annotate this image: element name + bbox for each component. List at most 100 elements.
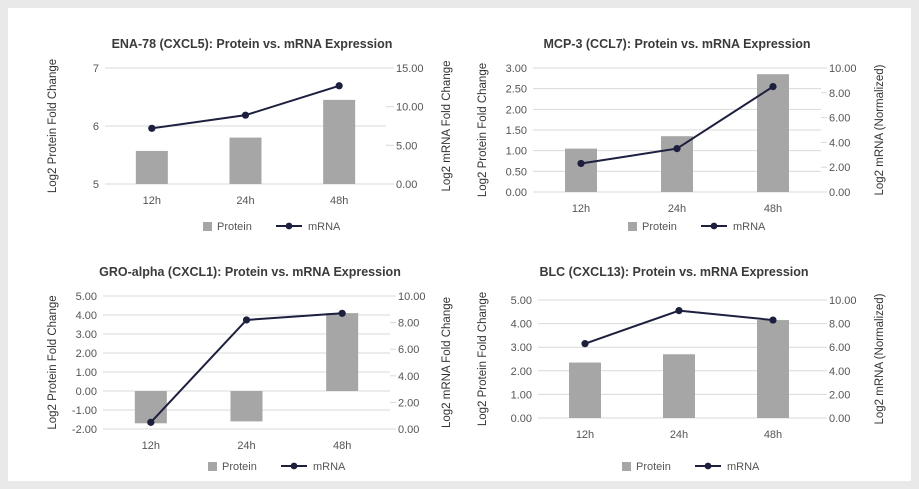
chart-title: GRO-alpha (CXCL1): Protein vs. mRNA Expr… — [99, 265, 401, 279]
mrna-point-12h — [581, 340, 589, 348]
legend-bar-swatch — [622, 462, 631, 471]
mrna-point-24h — [242, 316, 251, 324]
charts-canvas: ENA-78 (CXCL5): Protein vs. mRNA Express… — [47, 37, 886, 473]
y-tick-label: 1.00 — [511, 389, 532, 401]
y-tick-label: 0.00 — [76, 386, 97, 398]
y2-tick-label: 10.00 — [829, 63, 857, 75]
y-tick-label: -1.00 — [72, 405, 97, 417]
legend-label-protein: Protein — [217, 221, 252, 233]
y-tick-label: 3.00 — [76, 329, 97, 341]
y-tick-label: 0.00 — [506, 187, 527, 199]
y-axis-label: Log2 Protein Fold Change — [477, 63, 489, 197]
y2-axis-label: Log2 mRNA Fold Change — [441, 60, 453, 191]
legend-bar-swatch — [203, 222, 212, 231]
bar-24h — [661, 136, 693, 192]
y-tick-label: 2.00 — [506, 104, 527, 116]
y2-axis-label: Log2 mRNA (Normalized) — [874, 64, 886, 195]
x-tick-label: 48h — [764, 429, 782, 441]
legend-label-mrna: mRNA — [308, 221, 341, 233]
bar-24h — [229, 137, 262, 184]
y-tick-label: -2.00 — [72, 424, 97, 436]
y2-tick-label: 8.00 — [829, 88, 850, 100]
legend-bar-swatch — [628, 222, 637, 231]
mrna-point-12h — [147, 418, 155, 426]
mrna-point-12h — [148, 124, 156, 132]
y2-tick-label: 4.00 — [829, 137, 850, 149]
bar-12h — [135, 150, 168, 184]
y-tick-label: 0.50 — [506, 166, 527, 178]
bar-48h — [757, 74, 789, 192]
y2-tick-label: 6.00 — [829, 113, 850, 125]
x-tick-label: 12h — [576, 429, 594, 441]
x-tick-label: 12h — [572, 203, 590, 215]
y-tick-label: 1.00 — [76, 367, 97, 379]
y-tick-label: 3.00 — [511, 342, 532, 354]
mrna-line — [584, 309, 774, 345]
legend-line-marker — [290, 462, 298, 470]
bar-24h — [663, 354, 695, 418]
y2-axis-label: Log2 mRNA Fold Change — [441, 297, 453, 428]
legend-label-protein: Protein — [636, 461, 671, 473]
x-tick-label: 48h — [333, 440, 351, 452]
bar-12h — [134, 391, 167, 424]
mrna-point-24h — [673, 145, 681, 153]
y-tick-label: 6 — [93, 121, 99, 133]
chart-title: MCP-3 (CCL7): Protein vs. mRNA Expressio… — [544, 37, 811, 51]
legend-line-marker — [285, 222, 293, 230]
y-axis-label: Log2 Protein Fold Change — [477, 292, 489, 426]
legend-label-mrna: mRNA — [733, 221, 766, 233]
y2-tick-label: 4.00 — [829, 366, 850, 378]
legend-line-marker — [710, 222, 718, 230]
y-tick-label: 3.00 — [506, 63, 527, 75]
chart-title: BLC (CXCL13): Protein vs. mRNA Expressio… — [539, 265, 808, 279]
mrna-point-48h — [335, 82, 343, 90]
y-tick-label: 4.00 — [76, 310, 97, 322]
y2-tick-label: 15.00 — [396, 63, 424, 75]
legend-line-marker — [704, 462, 712, 470]
mrna-point-24h — [675, 307, 683, 315]
y-axis-label: Log2 Protein Fold Change — [47, 59, 59, 193]
y2-tick-label: 5.00 — [396, 140, 417, 152]
bar-48h — [757, 320, 789, 418]
y-tick-label: 1.00 — [506, 146, 527, 158]
y-tick-label: 2.00 — [76, 348, 97, 360]
legend-label-protein: Protein — [642, 221, 677, 233]
y-tick-label: 7 — [93, 63, 99, 75]
bar-48h — [323, 99, 356, 184]
bar-48h — [326, 313, 359, 391]
y2-tick-label: 10.00 — [396, 102, 424, 114]
y2-tick-label: 6.00 — [829, 342, 850, 354]
y-tick-label: 1.50 — [506, 125, 527, 137]
y-tick-label: 5.00 — [76, 291, 97, 303]
mrna-point-48h — [769, 316, 777, 324]
legend-label-mrna: mRNA — [727, 461, 760, 473]
y2-tick-label: 10.00 — [829, 295, 857, 307]
y-tick-label: 5 — [93, 179, 99, 191]
y2-tick-label: 0.00 — [396, 179, 417, 191]
x-tick-label: 48h — [330, 195, 348, 207]
y2-tick-label: 0.00 — [829, 187, 850, 199]
y2-tick-label: 6.00 — [398, 344, 419, 356]
y-tick-label: 0.00 — [511, 413, 532, 425]
x-tick-label: 48h — [764, 203, 782, 215]
y2-tick-label: 0.00 — [398, 424, 419, 436]
y-tick-label: 5.00 — [511, 295, 532, 307]
x-tick-label: 12h — [143, 195, 161, 207]
mrna-line — [151, 84, 340, 130]
y-tick-label: 4.00 — [511, 319, 532, 331]
y-tick-label: 2.00 — [511, 366, 532, 378]
legend-label-protein: Protein — [222, 461, 257, 473]
y2-tick-label: 2.00 — [398, 397, 419, 409]
y2-tick-label: 10.00 — [398, 291, 426, 303]
x-tick-label: 24h — [670, 429, 688, 441]
y2-tick-label: 2.00 — [829, 162, 850, 174]
bar-12h — [569, 362, 601, 418]
mrna-point-48h — [338, 309, 346, 317]
y2-tick-label: 0.00 — [829, 413, 850, 425]
y2-tick-label: 4.00 — [398, 371, 419, 383]
mrna-point-24h — [241, 111, 250, 119]
x-tick-label: 12h — [142, 440, 160, 452]
legend-label-mrna: mRNA — [313, 461, 346, 473]
mrna-point-12h — [577, 159, 585, 168]
x-tick-label: 24h — [236, 195, 254, 207]
